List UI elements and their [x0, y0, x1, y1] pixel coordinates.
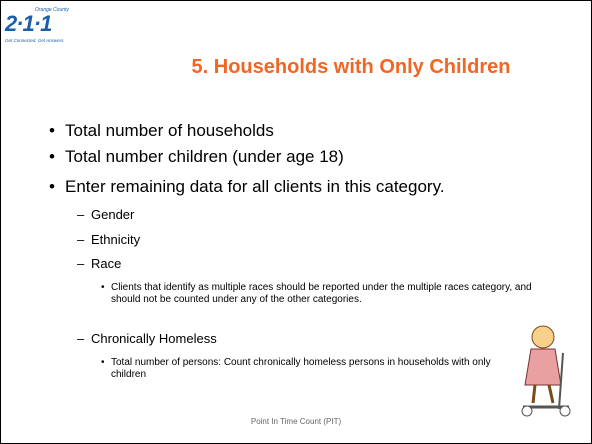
bullet: Enter remaining data for all clients in … — [65, 177, 445, 197]
slide-title: 5. Households with Only Children — [131, 56, 571, 79]
sub-bullet: Race — [91, 256, 121, 271]
sub-bullet: Ethnicity — [91, 232, 140, 247]
slide: Orange County 2·1·1 Get Connected. Get A… — [0, 0, 592, 444]
detail: Total number of persons: Count chronical… — [111, 357, 521, 381]
sub-bullet: Chronically Homeless — [91, 331, 217, 346]
bullet: Total number children (under age 18) — [65, 147, 344, 167]
logo-tagline: Get Connected. Get Answers. — [5, 38, 65, 43]
logo-number: 2·1·1 — [5, 11, 51, 37]
bullet: Total number of households — [65, 121, 274, 141]
child-illustration — [513, 323, 579, 417]
detail: Clients that identify as multiple races … — [111, 282, 551, 306]
sub-bullet: Gender — [91, 207, 134, 222]
footer: Point In Time Count (PIT) — [1, 417, 591, 426]
